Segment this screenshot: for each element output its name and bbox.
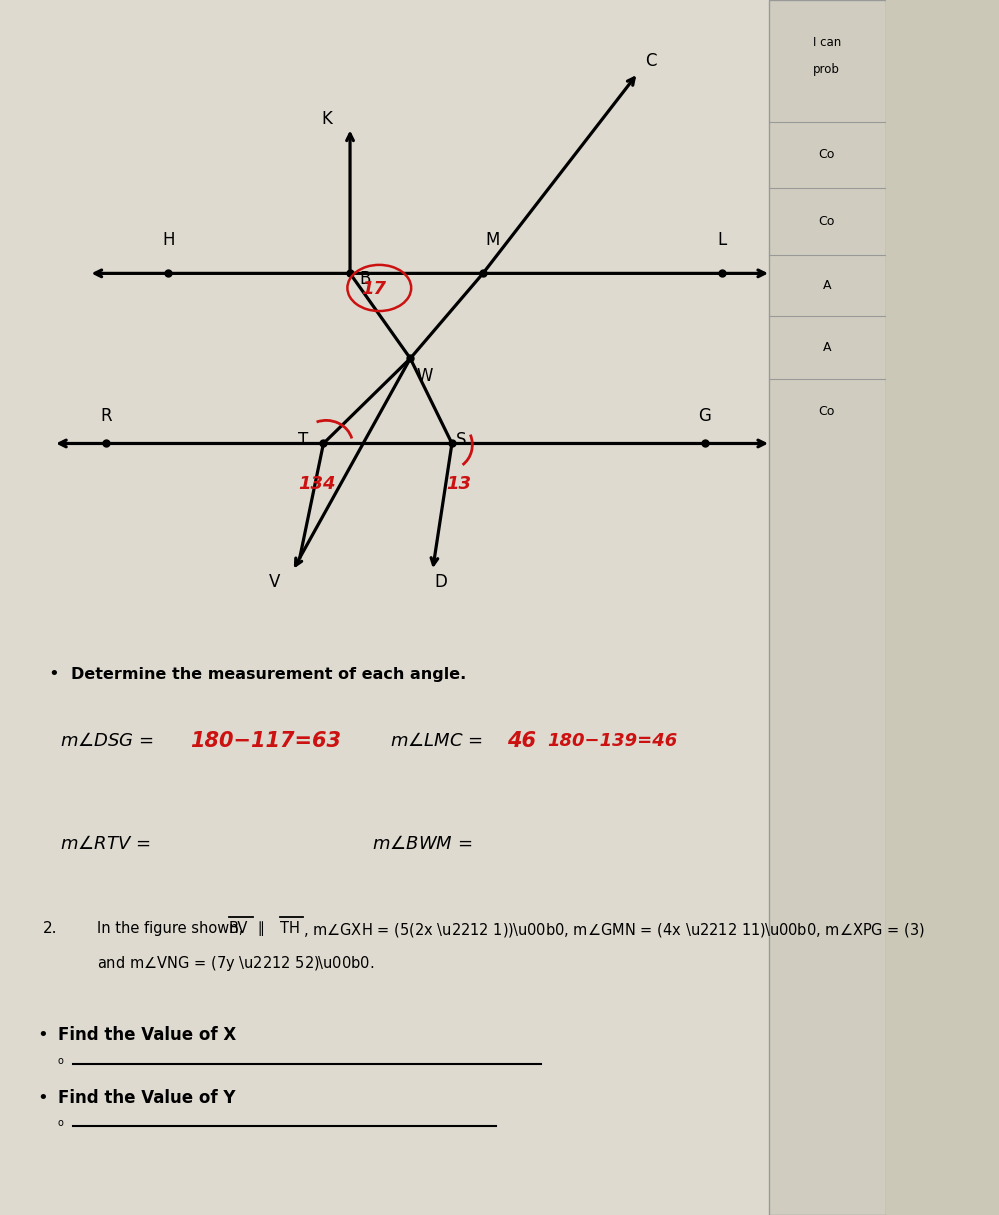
- Text: , m$\angle$GXH = (5(2x \u2212 1))\u00b0, m$\angle$GMN = (4x \u2212 11)\u00b0, m$: , m$\angle$GXH = (5(2x \u2212 1))\u00b0,…: [303, 921, 925, 939]
- Text: L: L: [717, 231, 727, 249]
- Text: K: K: [322, 109, 333, 128]
- Text: M: M: [486, 231, 500, 249]
- Text: 180−117=63: 180−117=63: [191, 731, 342, 751]
- Text: •: •: [37, 1090, 48, 1107]
- Text: •: •: [49, 666, 60, 683]
- Text: H: H: [162, 231, 175, 249]
- Text: BV: BV: [229, 921, 248, 936]
- Text: A: A: [822, 279, 831, 292]
- Text: 46: 46: [506, 731, 535, 751]
- Text: In the figure shown,: In the figure shown,: [98, 921, 249, 936]
- Text: 134: 134: [299, 475, 336, 492]
- Text: A: A: [822, 341, 831, 354]
- Text: TH: TH: [280, 921, 300, 936]
- Text: D: D: [435, 573, 448, 592]
- Text: 13: 13: [447, 475, 472, 492]
- Text: •: •: [37, 1027, 48, 1044]
- Text: m$\angle$RTV =: m$\angle$RTV =: [60, 836, 151, 853]
- Text: m$\angle$LMC =: m$\angle$LMC =: [390, 733, 483, 750]
- Text: Co: Co: [818, 215, 835, 228]
- Text: Find the Value of X: Find the Value of X: [58, 1027, 236, 1044]
- Text: V: V: [269, 573, 280, 592]
- Text: S: S: [457, 431, 467, 448]
- Text: W: W: [417, 367, 433, 385]
- Text: o: o: [58, 1118, 64, 1128]
- Text: ∥: ∥: [254, 921, 270, 936]
- Text: I can: I can: [812, 36, 841, 50]
- Text: and m$\angle$VNG = (7y \u2212 52)\u00b0.: and m$\angle$VNG = (7y \u2212 52)\u00b0.: [98, 954, 375, 973]
- Text: Find the Value of Y: Find the Value of Y: [58, 1090, 235, 1107]
- Text: m$\angle$DSG =: m$\angle$DSG =: [60, 733, 154, 750]
- Text: B: B: [359, 270, 371, 288]
- Text: prob: prob: [813, 63, 840, 77]
- Text: G: G: [698, 407, 711, 425]
- Text: 17: 17: [362, 281, 387, 298]
- Text: o: o: [58, 1056, 64, 1066]
- Text: R: R: [101, 407, 112, 425]
- FancyBboxPatch shape: [0, 0, 769, 1215]
- Text: 2.: 2.: [43, 921, 57, 936]
- Text: C: C: [645, 52, 656, 70]
- Text: m$\angle$BWM =: m$\angle$BWM =: [373, 836, 473, 853]
- Text: T: T: [298, 431, 309, 448]
- FancyBboxPatch shape: [769, 0, 886, 1215]
- Text: Determine the measurement of each angle.: Determine the measurement of each angle.: [71, 667, 467, 682]
- Text: Co: Co: [818, 405, 835, 418]
- Text: 180−139=46: 180−139=46: [547, 733, 678, 750]
- Text: Co: Co: [818, 148, 835, 162]
